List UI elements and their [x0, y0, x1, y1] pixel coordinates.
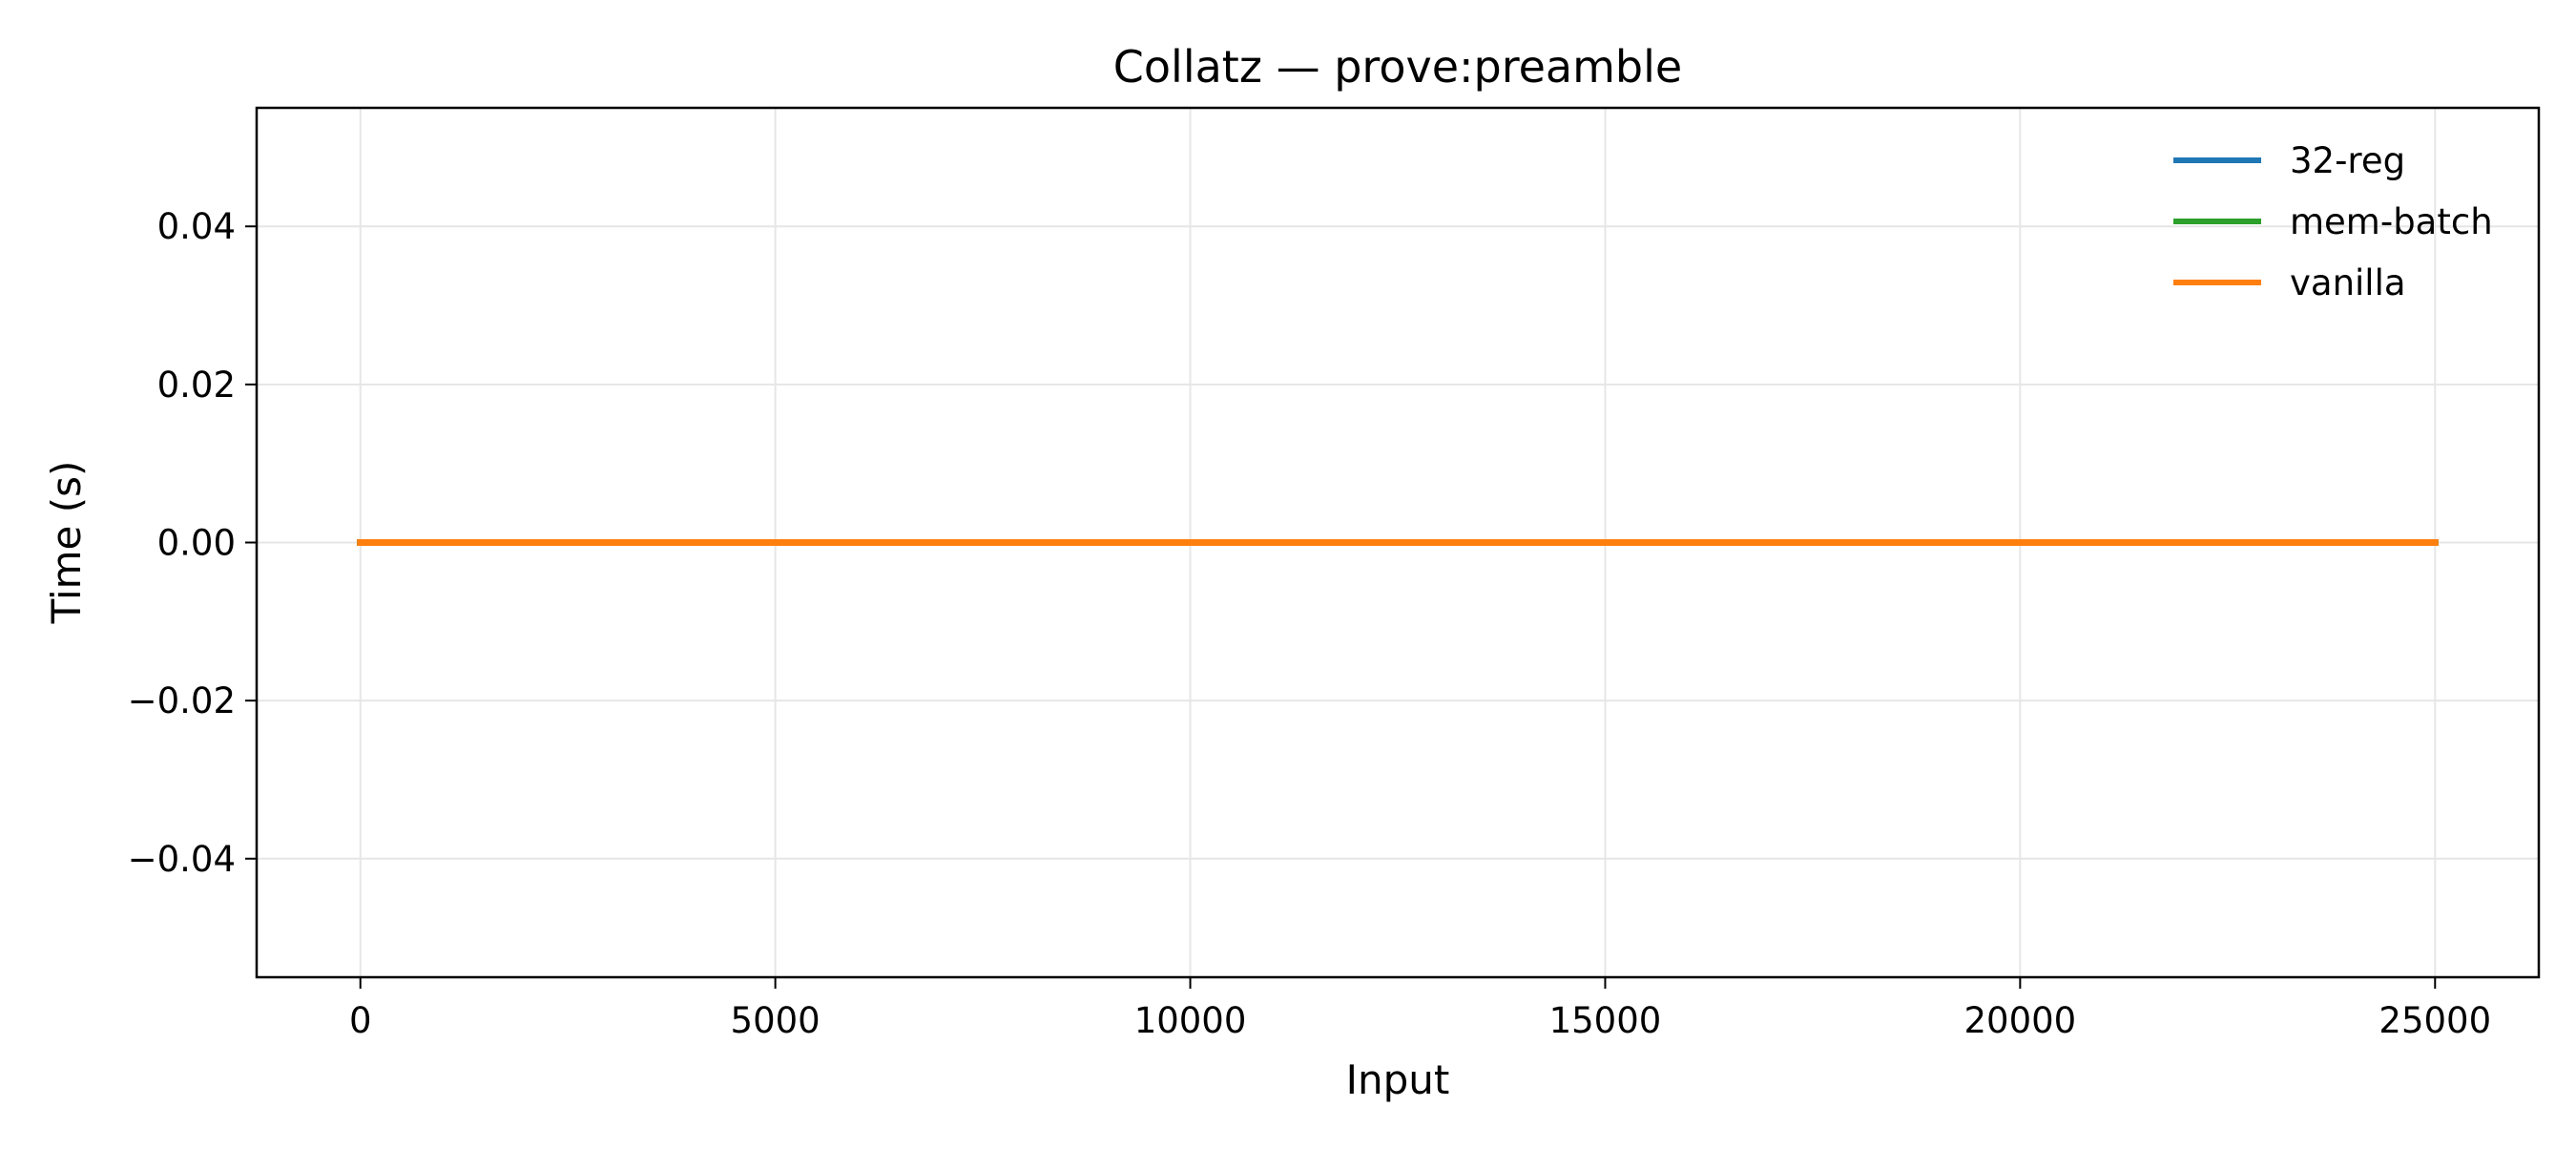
x-tick-label: 0 [349, 1000, 372, 1041]
axis-ticks: 0 5000 10000 15000 20000 25000 0.04 0.02 0.00 −0.… [128, 206, 2492, 1041]
legend: 32-reg mem-batch vanilla [2173, 140, 2493, 303]
legend-label-32-reg: 32-reg [2290, 140, 2405, 181]
x-axis-label: Input [1346, 1056, 1450, 1103]
x-tick-label: 25000 [2379, 1000, 2491, 1041]
y-tick-label: 0.02 [157, 365, 236, 406]
chart-title: Collatz — prove:preamble [1113, 41, 1682, 93]
legend-label-vanilla: vanilla [2290, 262, 2406, 303]
x-tick-label: 20000 [1964, 1000, 2077, 1041]
y-tick-label: 0.00 [157, 523, 236, 564]
y-tick-label: 0.04 [157, 206, 236, 247]
x-tick-label: 15000 [1549, 1000, 1662, 1041]
legend-label-mem-batch: mem-batch [2290, 201, 2493, 242]
x-tick-label: 5000 [731, 1000, 821, 1041]
x-tick-label: 10000 [1134, 1000, 1247, 1041]
y-tick-label: −0.04 [128, 839, 236, 880]
y-tick-label: −0.02 [128, 680, 236, 721]
y-axis-label: Time (s) [43, 461, 90, 625]
